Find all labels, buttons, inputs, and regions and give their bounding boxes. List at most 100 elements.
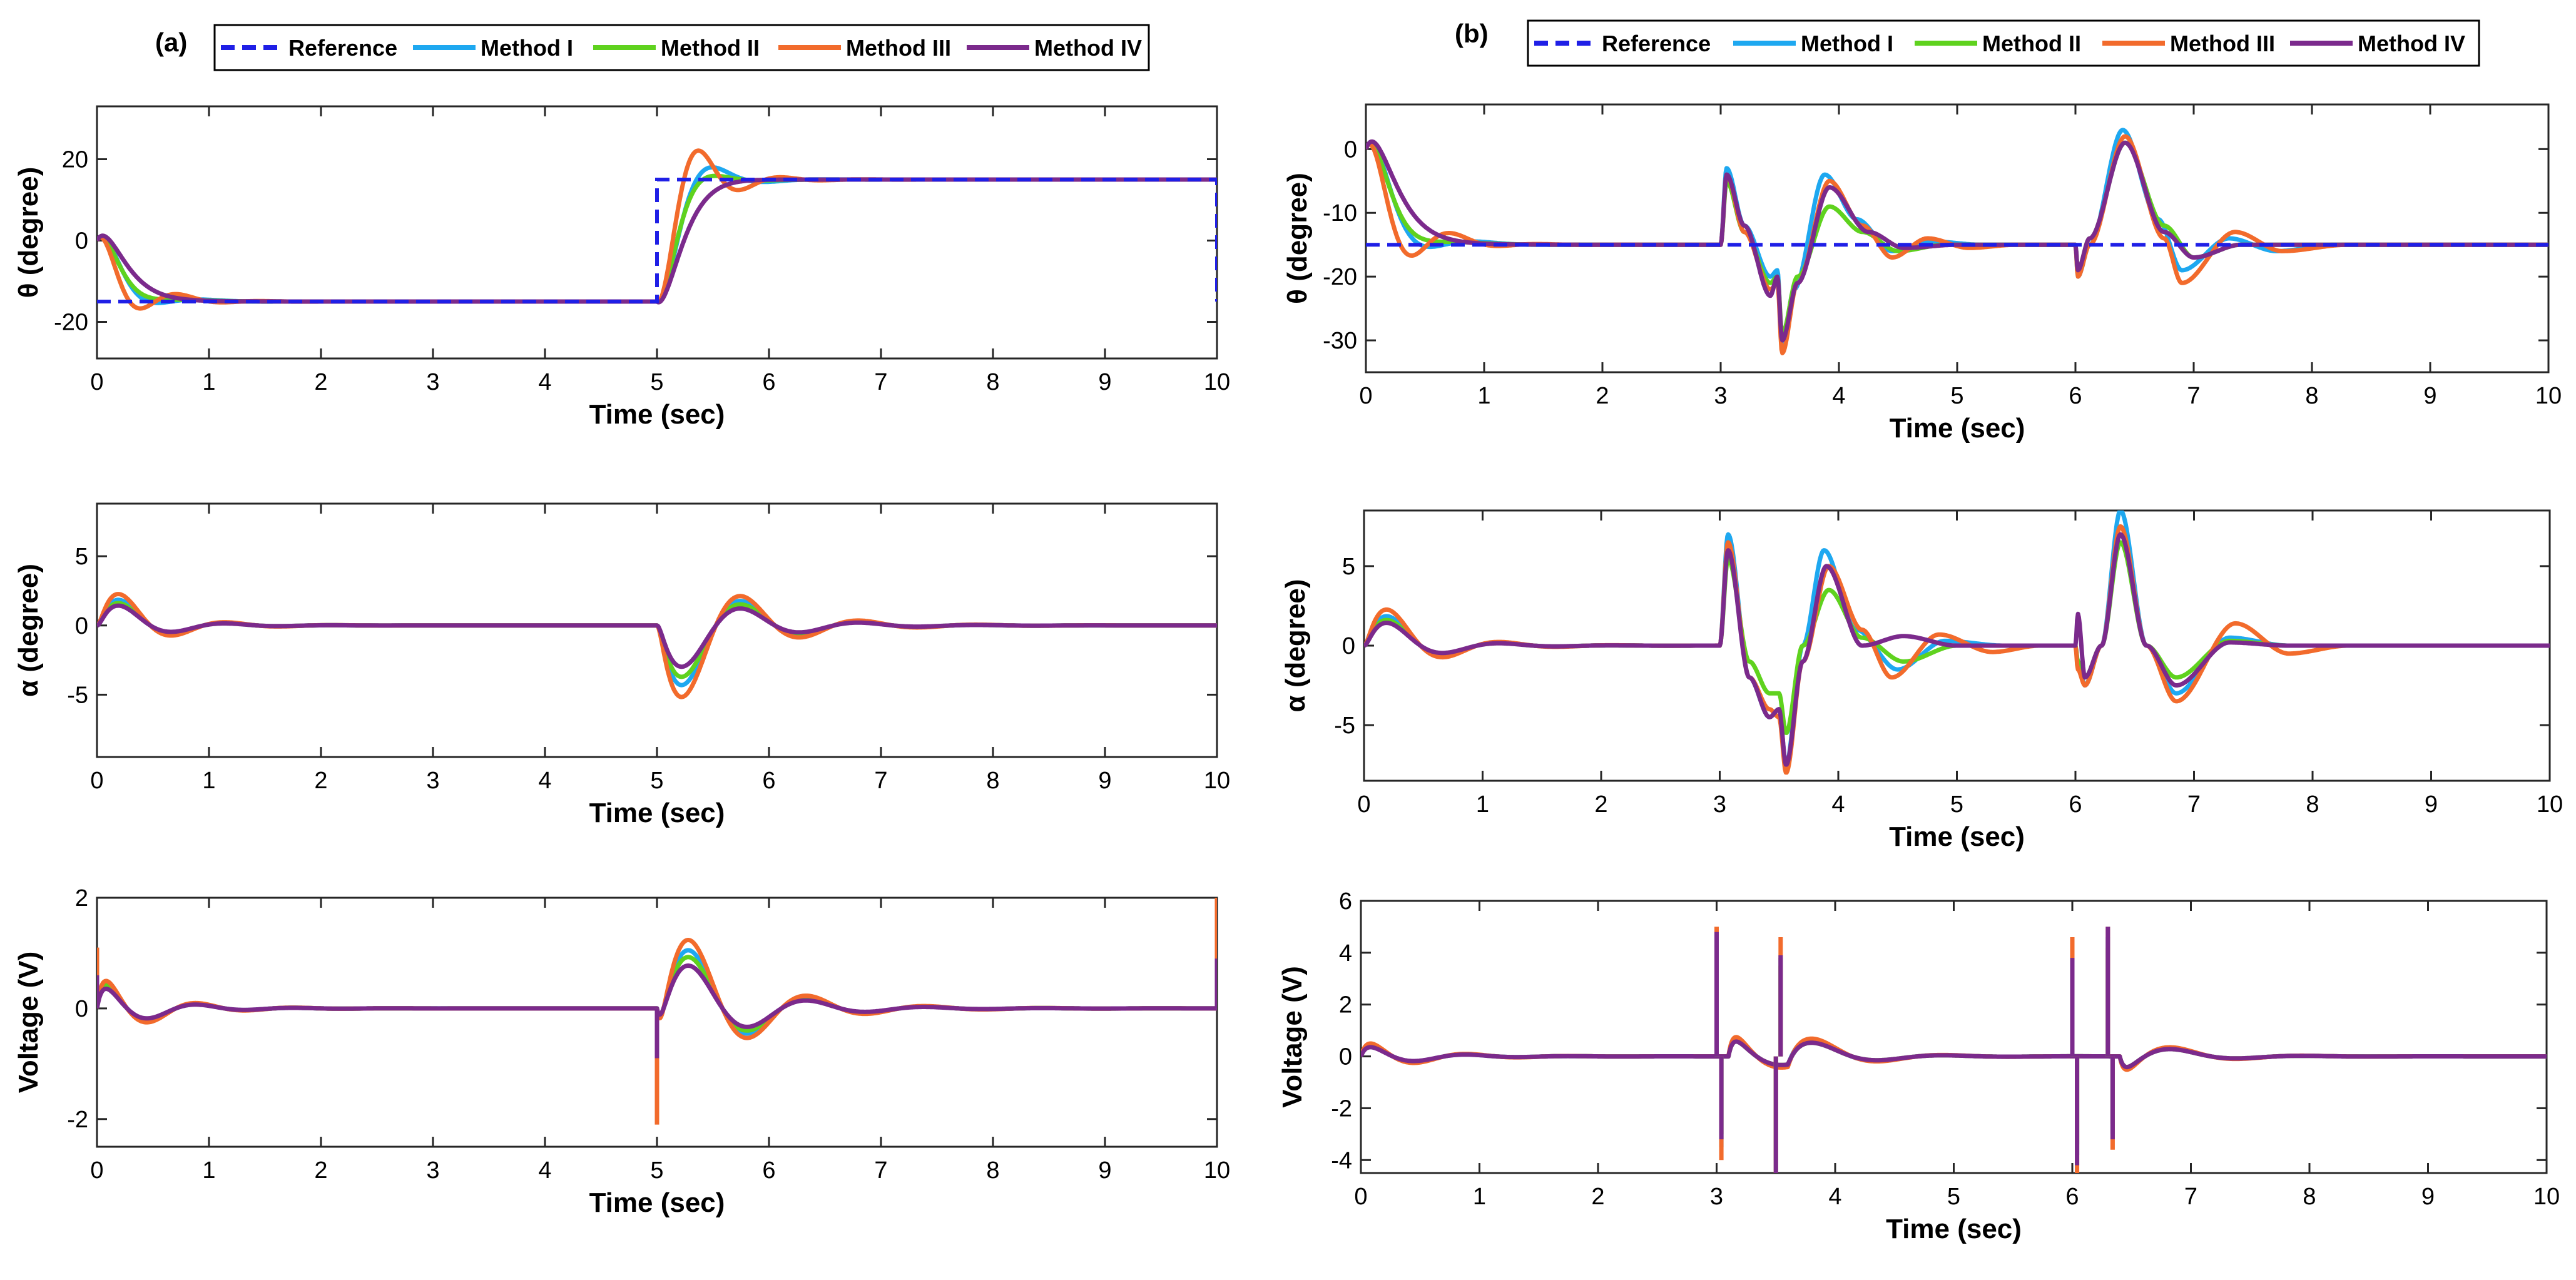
x-tick-label: 10 xyxy=(2533,1184,2560,1210)
x-tick-label: 2 xyxy=(1591,1184,1604,1210)
plot-area xyxy=(1365,103,2550,373)
x-axis-label: Time (sec) xyxy=(589,1187,725,1218)
x-tick-label: 9 xyxy=(2423,383,2436,409)
x-tick-label: 6 xyxy=(2069,791,2082,818)
x-tick-label: 9 xyxy=(2425,791,2438,818)
legend-label-reference: Reference xyxy=(1602,31,1711,56)
x-tick-label: 2 xyxy=(314,768,327,794)
legend-label-method-i: Method I xyxy=(481,35,573,61)
y-tick-label: -4 xyxy=(1331,1147,1352,1174)
y-tick-label: 0 xyxy=(1344,136,1357,163)
y-tick-label: -20 xyxy=(54,310,88,336)
y-tick-label: 0 xyxy=(1342,633,1355,659)
series-line-method-iv xyxy=(1361,1039,2547,1070)
x-axis-label: Time (sec) xyxy=(589,399,725,430)
subplot-b-alpha: 0 1 2 3 4 5 6 7 8 9 10 -5 0 5 Time (sec) α (degree) xyxy=(1280,509,2563,852)
x-tick-label: 1 xyxy=(202,369,215,395)
y-tick-label: 0 xyxy=(75,613,88,639)
x-tick-label: 9 xyxy=(1098,1157,1111,1184)
x-tick-label: 3 xyxy=(1713,791,1726,818)
y-tick-label: -30 xyxy=(1323,328,1357,354)
legend-a: Reference Method I Method II Method III … xyxy=(213,24,1150,71)
x-axis-label: Time (sec) xyxy=(589,798,725,828)
y-tick-label: 2 xyxy=(75,885,88,912)
legend-label-method-iv: Method IV xyxy=(2358,31,2465,56)
x-tick-label: 0 xyxy=(1357,791,1370,818)
y-tick-label: -2 xyxy=(67,1107,88,1133)
x-tick-label: 9 xyxy=(1098,768,1111,794)
x-tick-label: 0 xyxy=(90,1157,103,1184)
y-tick-label: 0 xyxy=(75,996,88,1022)
x-tick-label: 4 xyxy=(538,369,551,395)
x-tick-label: 9 xyxy=(1098,369,1111,395)
x-tick-label: 3 xyxy=(426,768,439,794)
y-tick-label: 2 xyxy=(1339,992,1352,1018)
panel-label-b: (b) xyxy=(1455,19,1489,48)
x-axis-label: Time (sec) xyxy=(1886,1214,2022,1244)
x-tick-label: 8 xyxy=(2306,791,2319,818)
y-tick-label: -5 xyxy=(67,682,88,708)
y-tick-label: 0 xyxy=(75,228,88,255)
x-tick-label: 1 xyxy=(202,1157,215,1184)
y-axis-label: α (degree) xyxy=(13,564,44,697)
y-tick-label: -5 xyxy=(1334,713,1355,739)
x-tick-label: 1 xyxy=(1477,383,1490,409)
series-line-method-i xyxy=(97,597,1217,688)
x-tick-label: 8 xyxy=(986,1157,999,1184)
x-tick-label: 5 xyxy=(1950,791,1963,818)
y-tick-label: 4 xyxy=(1339,940,1352,967)
legend-label-method-iv: Method IV xyxy=(1034,35,1142,61)
x-tick-label: 0 xyxy=(90,369,103,395)
y-axis-label: α (degree) xyxy=(1280,579,1311,713)
legend-label-reference: Reference xyxy=(288,35,397,61)
x-tick-label: 6 xyxy=(762,768,775,794)
y-tick-label: -20 xyxy=(1323,264,1357,290)
subplot-b-theta: 0 1 2 3 4 5 6 7 8 9 10 -30 -20 -10 0 Time (sec) θ (degre… xyxy=(1282,103,2562,444)
series-line-method-ii xyxy=(1366,140,2548,337)
panel-label-a: (a) xyxy=(155,28,187,57)
legend-label-method-ii: Method II xyxy=(1982,31,2081,56)
series-line-method-iv xyxy=(1364,532,2550,767)
legend-label-method-ii: Method II xyxy=(661,35,760,61)
x-tick-label: 4 xyxy=(1828,1184,1841,1210)
x-tick-label: 6 xyxy=(2065,1184,2079,1210)
subplot-b-voltage: 0 1 2 3 4 5 6 7 8 9 10 -4 -2 0 2 4 6 Time (sec) Voltage (V… xyxy=(1277,888,2560,1244)
subplot-a-theta: 0 1 2 3 4 5 6 7 8 9 10 -20 0 20 Time (sec) θ (degree) xyxy=(13,105,1230,430)
x-tick-label: 7 xyxy=(874,768,887,794)
y-tick-label: 5 xyxy=(75,544,88,570)
x-tick-label: 3 xyxy=(1714,383,1727,409)
series-line-method-i xyxy=(1366,128,2548,349)
x-tick-label: 6 xyxy=(2069,383,2082,409)
x-tick-label: 10 xyxy=(1204,1157,1230,1184)
subplot-a-alpha: 0 1 2 3 4 5 6 7 8 9 10 -5 0 5 Time (sec) α (degree) xyxy=(13,502,1230,828)
x-tick-label: 10 xyxy=(1204,369,1230,395)
legend-b: Reference Method I Method II Method III … xyxy=(1527,19,2480,67)
x-axis-label: Time (sec) xyxy=(1889,821,2025,852)
x-tick-label: 3 xyxy=(426,1157,439,1184)
x-tick-label: 8 xyxy=(2305,383,2318,409)
x-tick-label: 8 xyxy=(2303,1184,2316,1210)
x-tick-label: 7 xyxy=(2187,383,2200,409)
x-tick-label: 2 xyxy=(1594,791,1607,818)
y-axis-label: θ (degree) xyxy=(1282,173,1313,304)
x-tick-label: 5 xyxy=(650,768,663,794)
x-tick-label: 0 xyxy=(90,768,103,794)
series-line-method-iv xyxy=(97,603,1217,669)
x-tick-label: 9 xyxy=(2421,1184,2435,1210)
x-tick-label: 2 xyxy=(314,369,327,395)
y-axis-label: Voltage (V) xyxy=(13,952,44,1094)
x-tick-label: 5 xyxy=(1947,1184,1960,1210)
x-tick-label: 4 xyxy=(538,1157,551,1184)
x-tick-label: 2 xyxy=(1596,383,1609,409)
x-tick-label: 5 xyxy=(650,369,663,395)
x-tick-label: 7 xyxy=(2187,791,2201,818)
legend-label-method-i: Method I xyxy=(1801,31,1893,56)
series-line-method-iii xyxy=(97,592,1217,699)
y-axis-label: Voltage (V) xyxy=(1277,966,1308,1108)
y-tick-label: 0 xyxy=(1339,1044,1352,1070)
y-axis-label: θ (degree) xyxy=(13,167,44,298)
x-tick-label: 1 xyxy=(1476,791,1489,818)
series-line-reference xyxy=(97,178,1217,303)
